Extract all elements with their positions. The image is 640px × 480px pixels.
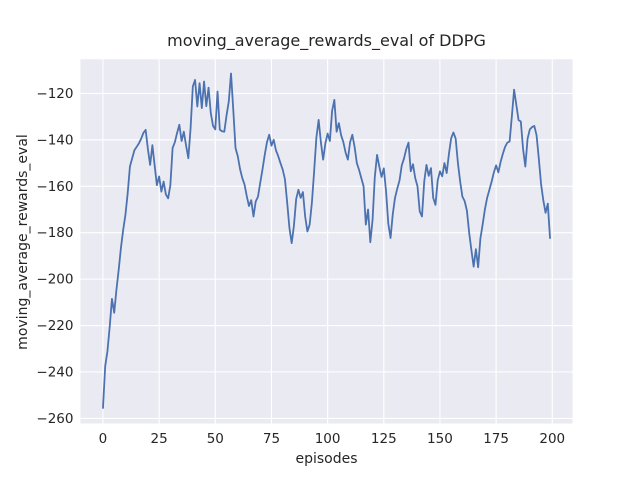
x-tick-label: 25 bbox=[151, 431, 168, 447]
y-tick-label: −180 bbox=[36, 225, 73, 241]
y-tick-label: −200 bbox=[36, 272, 73, 288]
x-tick-label: 200 bbox=[539, 431, 565, 447]
x-tick-label: 50 bbox=[207, 431, 224, 447]
line-series-ddpg bbox=[102, 72, 551, 409]
y-axis-label: moving_average_rewards_eval bbox=[15, 134, 31, 350]
y-tick-label: −120 bbox=[36, 86, 73, 102]
x-axis-label: episodes bbox=[295, 451, 358, 467]
y-tick-label: −240 bbox=[36, 364, 73, 380]
x-tick-label: 150 bbox=[427, 431, 453, 447]
y-tick-label: −260 bbox=[36, 411, 73, 427]
x-tick-label: 125 bbox=[371, 431, 397, 447]
x-tick-label: 0 bbox=[99, 431, 108, 447]
chart-title: moving_average_rewards_eval of DDPG bbox=[167, 31, 486, 50]
y-tick-label: −220 bbox=[36, 318, 73, 334]
y-tick-label: −140 bbox=[36, 132, 73, 148]
plot-background bbox=[80, 59, 573, 424]
x-tick-label: 100 bbox=[315, 431, 341, 447]
x-tick-label: 175 bbox=[483, 431, 509, 447]
x-tick-label: 75 bbox=[263, 431, 280, 447]
y-tick-label: −160 bbox=[36, 179, 73, 195]
